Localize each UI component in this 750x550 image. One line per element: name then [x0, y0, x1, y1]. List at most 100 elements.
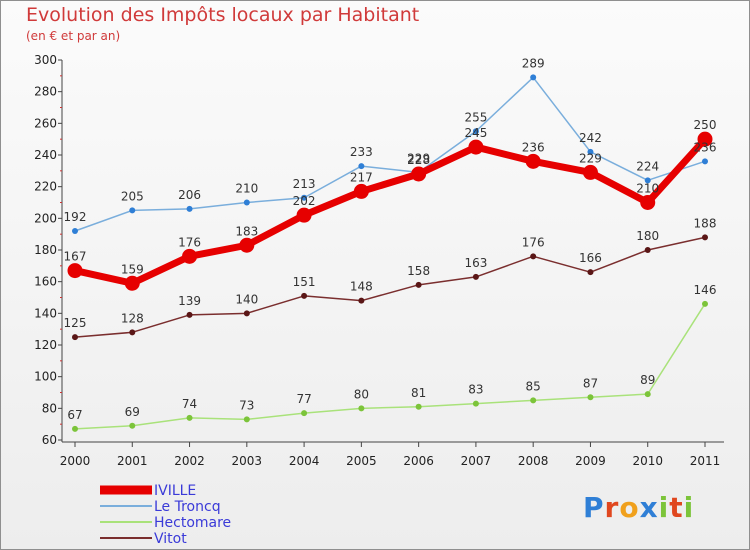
x-tick-label: 2009 — [575, 454, 606, 468]
x-tick-label: 2003 — [232, 454, 263, 468]
data-point — [301, 410, 308, 417]
data-label: 139 — [178, 294, 201, 308]
data-label: 73 — [239, 398, 254, 412]
data-label: 289 — [522, 56, 545, 70]
series-line — [74, 303, 706, 430]
data-label: 140 — [235, 292, 258, 306]
y-tick-label: 140 — [34, 306, 57, 320]
data-point — [124, 275, 140, 291]
logo-letter: x — [639, 491, 659, 524]
data-point — [472, 273, 479, 280]
data-label: 146 — [694, 283, 717, 297]
data-point — [702, 300, 708, 307]
legend-label: IVILLE — [154, 483, 196, 499]
y-tick-label: 60 — [42, 433, 57, 447]
data-label: 128 — [121, 311, 144, 325]
data-point — [468, 139, 484, 155]
x-tick-label: 2010 — [632, 454, 663, 468]
data-label: 83 — [468, 383, 483, 397]
y-tick-label: 180 — [34, 243, 57, 257]
data-label: 80 — [354, 387, 369, 401]
proxiti-logo: Proxiti — [583, 491, 694, 524]
data-point — [415, 281, 422, 288]
data-label: 183 — [235, 224, 258, 238]
x-tick-label: 2011 — [690, 454, 721, 468]
y-tick-label: 120 — [34, 338, 57, 352]
y-tick-label: 300 — [34, 53, 57, 67]
logo-letter: P — [583, 491, 605, 524]
data-label: 229 — [579, 151, 602, 165]
data-point — [472, 400, 479, 407]
data-point — [67, 263, 83, 279]
data-label: 89 — [640, 373, 655, 387]
data-point — [72, 334, 78, 341]
data-label: 159 — [121, 262, 144, 276]
data-point — [72, 425, 78, 432]
data-point — [129, 422, 136, 429]
y-tick-label: 200 — [34, 211, 57, 225]
data-label: 180 — [636, 229, 659, 243]
x-tick-label: 2001 — [117, 454, 148, 468]
logo-letter: i — [658, 491, 670, 524]
data-label: 202 — [293, 194, 316, 208]
y-tick-label: 80 — [42, 401, 57, 415]
x-tick-label: 2008 — [518, 454, 549, 468]
data-point — [640, 195, 656, 210]
data-label: 236 — [522, 140, 545, 154]
data-label: 87 — [583, 376, 598, 390]
y-tick-label: 280 — [34, 85, 57, 99]
logo-letter: r — [604, 491, 620, 524]
data-label: 228 — [407, 153, 430, 167]
data-point — [301, 194, 308, 201]
y-tick-label: 160 — [34, 275, 57, 289]
data-point — [530, 74, 537, 81]
chart-subtitle: (en € et par an) — [26, 29, 121, 43]
data-label: 167 — [64, 250, 87, 264]
series-line — [74, 76, 706, 232]
data-label: 213 — [293, 177, 316, 191]
data-point — [530, 253, 537, 260]
x-tick-label: 2002 — [174, 454, 205, 468]
x-tick-label: 2000 — [60, 454, 91, 468]
data-label: 224 — [636, 159, 659, 173]
data-label: 188 — [694, 216, 717, 230]
data-point — [358, 297, 365, 304]
data-label: 236 — [694, 140, 717, 154]
data-point — [243, 416, 250, 423]
data-label: 166 — [579, 251, 602, 265]
data-point — [129, 329, 136, 336]
x-tick-label: 2006 — [403, 454, 434, 468]
data-label: 77 — [296, 392, 311, 406]
data-point — [587, 394, 594, 401]
data-label: 176 — [522, 235, 545, 249]
x-tick-label: 2005 — [346, 454, 377, 468]
axes: 60 80 100 120 140 160 180 200 220 240 260 280 300 200… — [34, 53, 724, 468]
data-point — [697, 131, 713, 147]
data-point — [186, 414, 193, 421]
data-label: 176 — [178, 235, 201, 249]
data-point — [358, 163, 365, 170]
y-tick-label: 220 — [34, 180, 57, 194]
data-label: 245 — [464, 126, 487, 140]
data-point — [530, 397, 537, 404]
data-label: 233 — [350, 145, 373, 159]
data-label: 148 — [350, 280, 373, 294]
data-point — [243, 199, 250, 206]
data-point — [358, 405, 365, 412]
data-label: 81 — [411, 386, 426, 400]
data-label: 69 — [125, 405, 140, 419]
legend-label: Le Troncq — [154, 499, 221, 515]
data-label: 192 — [64, 210, 87, 224]
data-point — [301, 292, 308, 299]
data-point — [525, 153, 541, 169]
data-point — [353, 183, 369, 199]
x-tick-label: 2004 — [289, 454, 320, 468]
data-point — [239, 237, 255, 253]
data-point — [129, 207, 136, 214]
data-point — [182, 248, 198, 264]
data-point — [411, 166, 427, 182]
series-layer — [67, 74, 713, 432]
series-iville — [67, 131, 713, 291]
